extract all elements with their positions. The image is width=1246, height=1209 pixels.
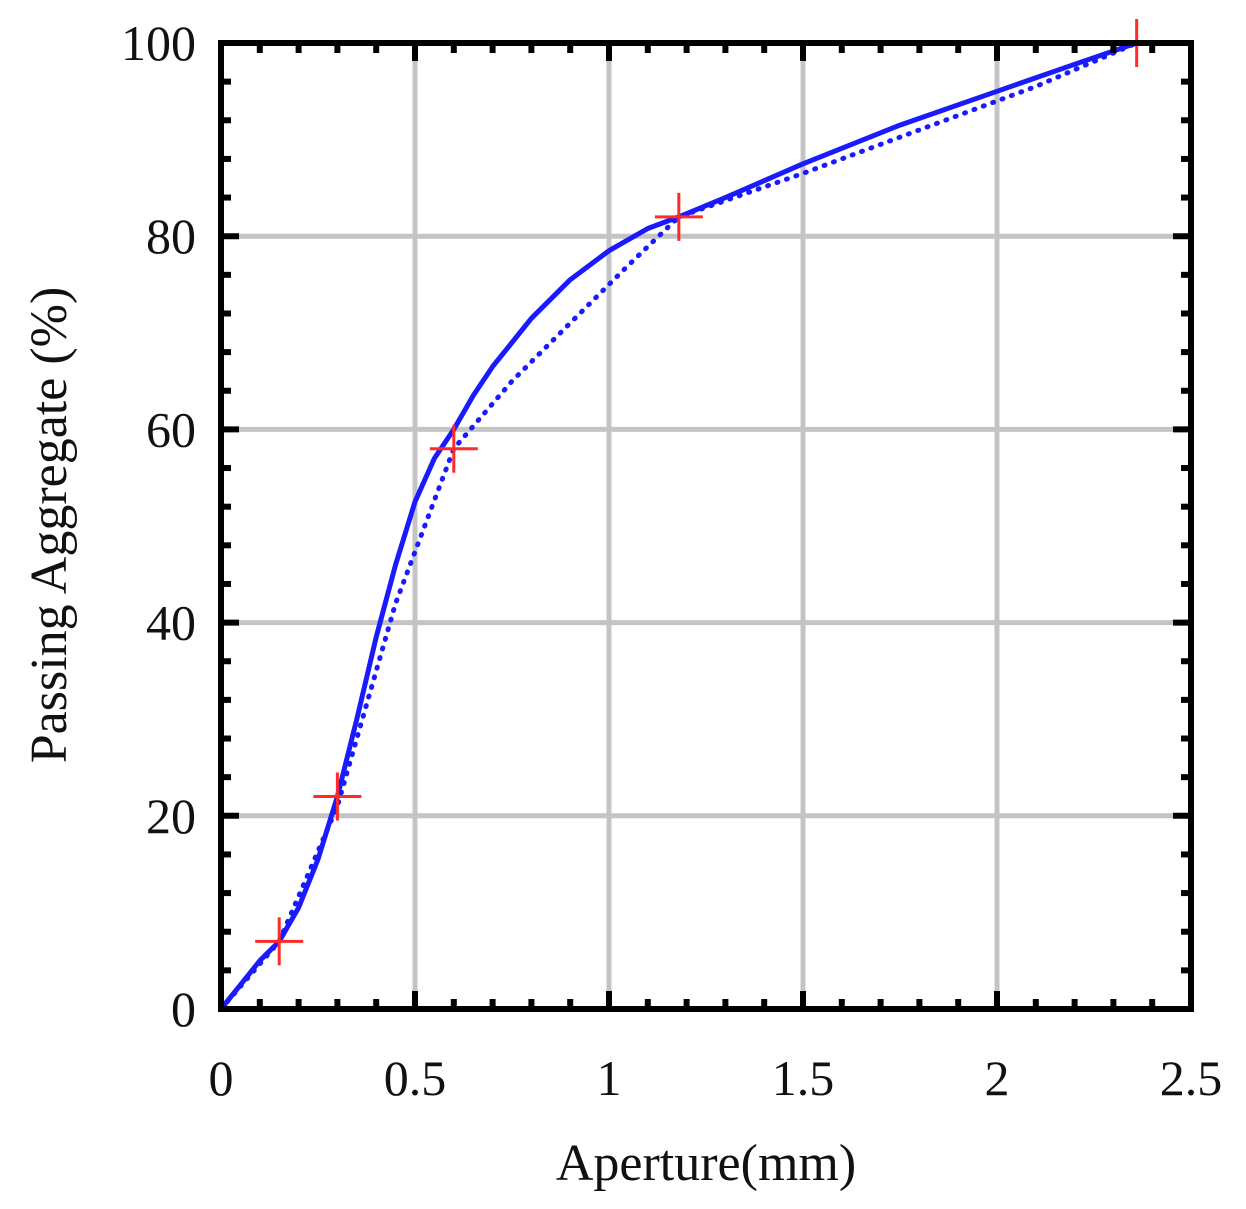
data-point-marker bbox=[313, 772, 362, 821]
y-tick-label: 60 bbox=[146, 401, 196, 457]
x-tick-label: 2 bbox=[985, 1050, 1010, 1106]
y-tick-label: 80 bbox=[146, 208, 196, 264]
x-tick-label: 1.5 bbox=[772, 1050, 835, 1106]
x-tick-label: 2.5 bbox=[1160, 1050, 1223, 1106]
series-line-dotted bbox=[218, 40, 1140, 1012]
label-layer: 0 0.5 1 1.5 2 2.5 0 20 40 60 80 100 bbox=[121, 15, 1222, 1106]
y-tick-label: 100 bbox=[121, 15, 196, 71]
series-line-solid bbox=[218, 40, 1140, 1012]
x-tick-label: 0.5 bbox=[384, 1050, 447, 1106]
data-point-marker bbox=[255, 917, 304, 966]
plot-frame bbox=[218, 40, 1194, 1012]
tick-layer bbox=[218, 40, 1194, 1012]
frame-layer bbox=[218, 40, 1194, 1012]
data-point-marker bbox=[654, 192, 703, 241]
y-tick-label: 20 bbox=[146, 788, 196, 844]
y-tick-label: 0 bbox=[171, 981, 196, 1037]
x-axis-title: Aperture(mm) bbox=[556, 1135, 856, 1192]
series-layer bbox=[218, 40, 1140, 1012]
y-axis-title: Passing Aggregate (%) bbox=[21, 287, 78, 764]
grid-layer bbox=[221, 43, 1191, 1009]
x-tick-label: 1 bbox=[597, 1050, 622, 1106]
marker-layer bbox=[255, 19, 1161, 966]
x-tick-label: 0 bbox=[209, 1050, 234, 1106]
data-point-marker bbox=[429, 424, 478, 473]
y-tick-label: 40 bbox=[146, 595, 196, 651]
